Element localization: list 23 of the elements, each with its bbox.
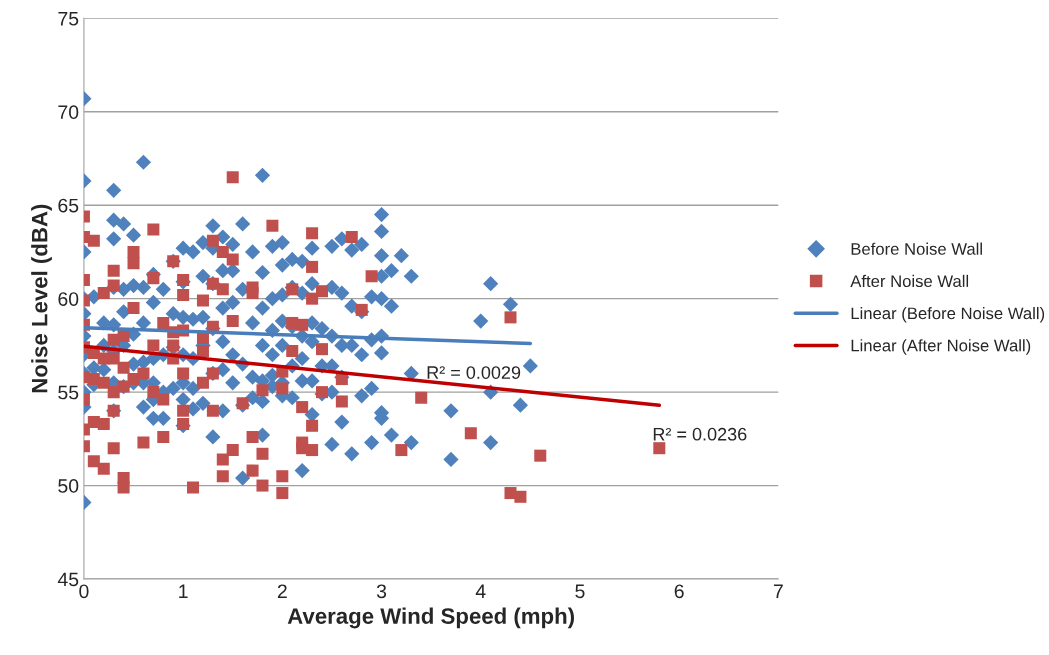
x-tick-label: 3 [376, 584, 387, 599]
x-tick-label: 6 [674, 584, 684, 599]
legend-label: After Noise Wall [850, 274, 969, 288]
x-tick-label: 0 [79, 584, 89, 599]
y-tick-label: 65 [58, 198, 79, 213]
y-tick-label: 70 [58, 105, 79, 120]
x-tick-label: 4 [475, 584, 486, 598]
x-tick-label: 7 [773, 584, 783, 598]
y-tick-label: 50 [58, 479, 79, 493]
x-tick-label: 5 [575, 584, 585, 599]
legend-label: Linear (Before Noise Wall) [851, 307, 1045, 323]
annotation: R² = 0.0029 [427, 366, 521, 379]
y-axis-title: Noise Level (dBA) [31, 204, 52, 393]
y-tick-label: 75 [58, 12, 79, 26]
annotation: R² = 0.0236 [653, 427, 747, 441]
y-tick-label: 45 [57, 572, 79, 587]
legend-label: Linear (After Noise Wall) [851, 339, 1031, 355]
x-axis-title: Average Wind Speed (mph) [287, 607, 574, 629]
y-tick-label: 55 [58, 385, 79, 400]
x-tick-label: 1 [179, 584, 188, 598]
y-tick-label: 60 [58, 292, 79, 306]
x-tick-label: 2 [277, 584, 287, 598]
legend-label: Before Noise Wall [851, 242, 982, 255]
